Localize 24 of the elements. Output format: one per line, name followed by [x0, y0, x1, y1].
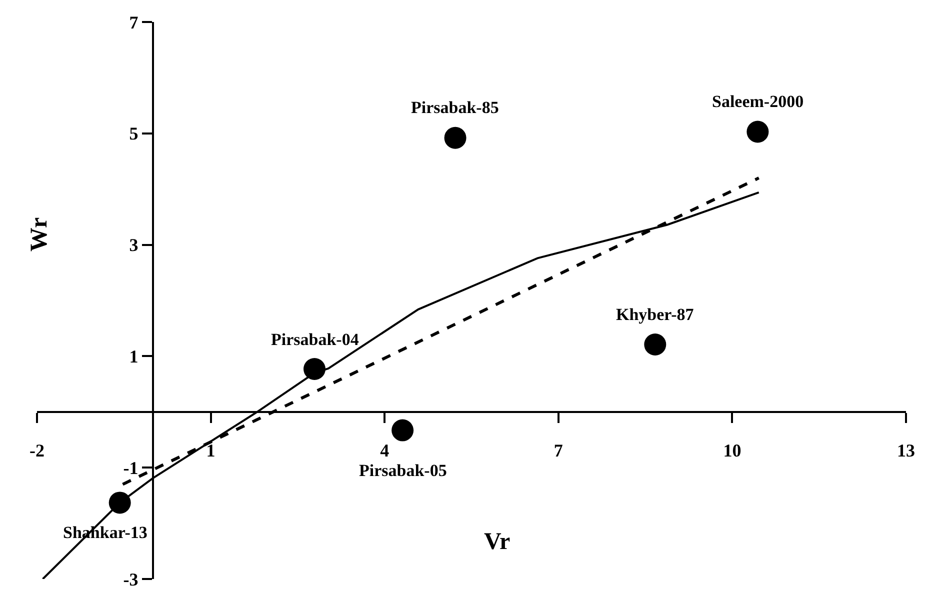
annotation: Khyber-87	[616, 305, 694, 324]
point	[746, 120, 769, 143]
y-tick-label: -1	[123, 458, 138, 478]
x-axis-title: Vr	[484, 529, 511, 555]
y-axis-title: Wr	[26, 217, 52, 252]
x-tick-label: 13	[897, 440, 915, 460]
x-tick-label: 7	[554, 440, 563, 460]
y-tick-label: -3	[123, 569, 138, 590]
x-tick-label: 1	[206, 440, 216, 460]
y-tick-label: 5	[129, 124, 138, 144]
point	[392, 419, 414, 442]
point	[304, 358, 326, 380]
x-tick-label: -2	[30, 440, 44, 460]
y-tick-label: 3	[129, 235, 138, 256]
point	[644, 334, 666, 356]
y-tick-label: 1	[129, 346, 138, 366]
point	[444, 126, 466, 149]
annotation: Pirsabak-85	[411, 98, 499, 117]
y-tick-label: 7	[129, 12, 138, 32]
annotation: Saleem-2000	[712, 92, 804, 111]
annotation: Pirsabak-04	[271, 330, 360, 349]
annotation: Pirsabak-05	[359, 461, 447, 480]
x-tick-label: 4	[380, 440, 390, 460]
x-tick-label: 10	[723, 440, 742, 460]
